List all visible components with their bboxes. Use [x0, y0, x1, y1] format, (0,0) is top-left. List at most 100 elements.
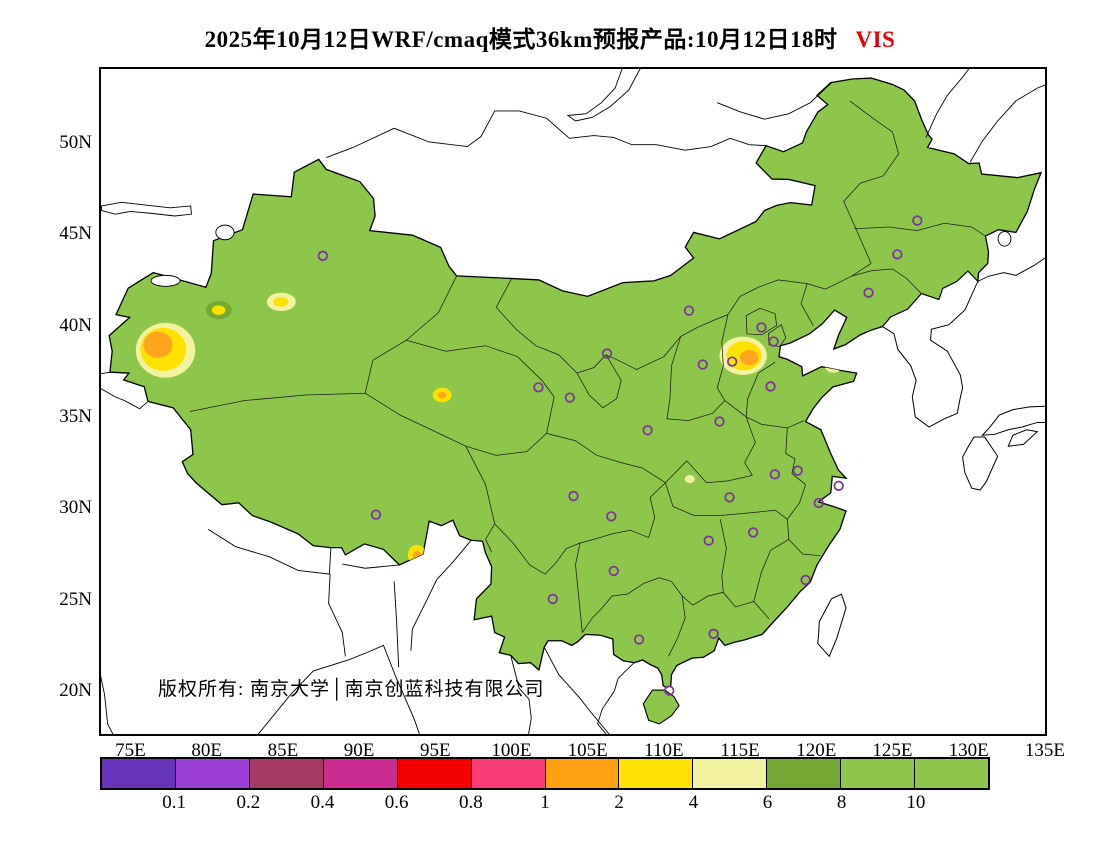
station-marker: [708, 628, 719, 639]
colorbar-tick-label: 0.8: [458, 792, 483, 813]
station-marker: [727, 356, 738, 367]
lake-alakol: [216, 225, 234, 240]
low-visibility-region: [211, 305, 226, 315]
colorbar-tick-label: 0.1: [162, 792, 187, 813]
low-visibility-region: [684, 475, 695, 484]
lon-tick-label: 85E: [267, 740, 299, 761]
station-marker: [724, 492, 735, 503]
station-marker: [892, 249, 903, 260]
colorbar-segment: [322, 759, 397, 788]
lat-tick-label: 30N: [59, 497, 92, 519]
city-station-markers: [317, 215, 923, 696]
neighboring-country-lines: [99, 67, 1052, 736]
low-visibility-region: [437, 391, 447, 399]
page-title: 2025年10月12日WRF/cmaq模式36km预报产品:10月12日18时 V…: [0, 20, 1100, 54]
lakes: [102, 68, 1011, 286]
station-marker: [813, 497, 824, 509]
station-marker: [714, 416, 725, 427]
lon-tick-label: 75E: [115, 740, 146, 761]
colorbar-tick-label: 10: [906, 792, 926, 813]
lon-tick-label: 95E: [419, 740, 451, 761]
title-variable: VIS: [855, 27, 896, 52]
station-marker: [863, 287, 874, 298]
lon-tick-label: 115E: [720, 740, 760, 761]
colorbar-segment: [102, 759, 175, 788]
station-marker: [547, 593, 558, 605]
lon-tick-label: 110E: [644, 740, 684, 761]
colorbar-tick-label: 2: [614, 792, 624, 813]
kyushu-island: [963, 437, 998, 490]
station-marker: [697, 359, 708, 370]
colorbar-tick-label: 0.4: [310, 792, 335, 813]
station-marker: [768, 336, 779, 347]
lat-tick-label: 40N: [59, 314, 92, 336]
shikoku-island: [1008, 430, 1037, 446]
lon-tick-label: 130E: [948, 740, 989, 761]
station-marker: [564, 392, 575, 403]
station-marker: [664, 685, 675, 696]
korea-peninsula: [883, 271, 978, 427]
lon-tick-label: 90E: [343, 740, 375, 761]
station-marker: [642, 425, 653, 436]
province-boundaries: [190, 101, 986, 656]
taiwan-island: [818, 594, 846, 656]
station-marker: [608, 565, 619, 577]
neighbor-landmasses: [818, 271, 1046, 656]
station-marker: [568, 490, 579, 502]
station-marker: [683, 305, 695, 316]
station-marker: [833, 480, 844, 491]
lake-issyk-kul: [151, 275, 180, 286]
colorbar-segment: [766, 759, 841, 788]
lat-tick-label: 50N: [59, 131, 92, 153]
lon-tick-label: 125E: [872, 740, 913, 761]
colorbar-segment: [618, 759, 693, 788]
lon-tick-label: 100E: [491, 740, 532, 761]
colorbar-segment: [544, 759, 619, 788]
lon-tick-label: 135E: [1024, 740, 1065, 761]
colorbar-tick-label: 0.6: [384, 792, 409, 813]
station-marker: [765, 381, 776, 392]
station-marker: [912, 215, 923, 226]
lon-tick-label: 120E: [796, 740, 837, 761]
map-frame: [99, 67, 1047, 736]
lat-tick-label: 45N: [59, 223, 92, 245]
lat-tick-label: 35N: [59, 405, 92, 427]
station-marker: [606, 511, 617, 522]
colorbar: [100, 757, 990, 790]
colorbar-segment: [248, 759, 323, 788]
colorbar-segment: [470, 759, 545, 788]
colorbar-segment: [840, 759, 915, 788]
station-marker: [703, 535, 714, 546]
station-marker: [317, 250, 328, 261]
lon-tick-label: 80E: [191, 740, 222, 761]
copyright-text: 版权所有: 南京大学│南京创蓝科技有限公司: [158, 679, 545, 700]
station-marker: [748, 527, 759, 538]
honshu-island: [982, 406, 1046, 435]
lake-baikal: [568, 68, 641, 121]
colorbar-tick-label: 0.2: [236, 792, 261, 813]
hainan-island: [643, 690, 679, 724]
colorbar-tick-label: 1: [540, 792, 550, 813]
lat-tick-label: 20N: [59, 680, 92, 701]
station-marker: [533, 382, 544, 393]
lat-tick-label: 25N: [59, 588, 92, 610]
colorbar-segment: [914, 759, 989, 788]
station-marker: [370, 509, 382, 520]
title-main: 2025年10月12日WRF/cmaq模式36km预报产品:10月12日18时: [204, 27, 838, 52]
colorbar-tick-label: 6: [762, 792, 773, 813]
lon-tick-label: 105E: [567, 740, 608, 761]
lake-khanka: [998, 232, 1011, 247]
lake-balkhash: [102, 202, 192, 216]
colorbar-segment: [396, 759, 471, 788]
colorbar-segment: [692, 759, 767, 788]
station-marker: [756, 322, 767, 333]
colorbar-segment: [174, 759, 249, 788]
low-visibility-region: [143, 331, 173, 358]
station-marker: [601, 348, 613, 359]
low-visibility-region: [273, 297, 289, 307]
colorbar-tick-label: 4: [688, 792, 699, 813]
station-marker: [769, 469, 780, 480]
station-marker: [800, 574, 811, 586]
